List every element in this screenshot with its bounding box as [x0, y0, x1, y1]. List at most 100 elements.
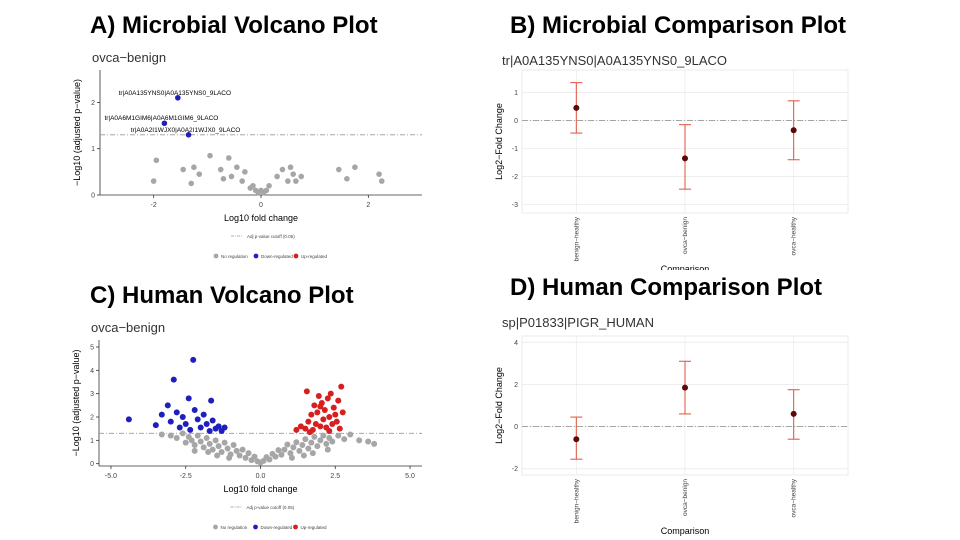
data-point — [287, 450, 294, 457]
data-point — [573, 436, 580, 443]
data-point — [180, 166, 186, 173]
data-point — [194, 416, 201, 423]
data-point — [309, 450, 316, 457]
data-point — [352, 164, 358, 171]
data-point — [320, 416, 327, 423]
legend-key — [213, 524, 218, 530]
data-point — [176, 424, 183, 431]
data-point — [194, 432, 201, 439]
x-tick-label: 2 — [366, 202, 370, 209]
data-point — [203, 435, 210, 441]
data-point — [293, 426, 300, 433]
legend-key — [213, 253, 219, 259]
data-point — [221, 439, 228, 446]
data-point — [182, 439, 189, 446]
y-tick-label: 1 — [90, 438, 94, 445]
data-point — [317, 423, 324, 430]
comparison-plot-human: sp|P01833|PIGR_HUMAN -2 0 2 4 benign−healthy o… — [494, 315, 849, 536]
data-point — [317, 403, 324, 410]
x-axis-label: Log10 fold change — [223, 484, 297, 494]
data-point — [296, 447, 303, 454]
data-point — [191, 164, 197, 171]
y-tick-label: 3 — [90, 391, 94, 398]
data-point — [324, 395, 331, 402]
data-point — [263, 187, 270, 194]
data-point — [208, 397, 215, 404]
data-point — [179, 414, 186, 420]
data-point — [285, 178, 291, 184]
data-point — [245, 450, 252, 457]
data-point — [188, 437, 195, 444]
panel-a-title: A) Microbial Volcano Plot — [90, 12, 378, 39]
data-point — [209, 446, 216, 453]
data-point — [324, 446, 331, 453]
data-point — [205, 449, 212, 455]
panel-b: B) Microbial Comparison Plot tr|A0A135YN… — [480, 0, 960, 270]
data-point — [191, 442, 198, 448]
data-point — [376, 171, 382, 177]
data-point — [335, 397, 342, 404]
y-tick-label: 0 — [514, 424, 518, 431]
data-point — [206, 440, 213, 447]
y-tick-label: 4 — [514, 340, 518, 347]
panel-a: A) Microbial Volcano Plot ovca−benign -2 0… — [0, 0, 480, 270]
data-point — [344, 175, 350, 182]
data-point — [215, 443, 222, 450]
data-point — [284, 441, 291, 448]
legend-label: No regulation — [221, 254, 248, 259]
x-tick-label: ovca−benign — [682, 479, 689, 516]
y-tick-label: 2 — [514, 382, 518, 389]
volcano-plot-human: ovca−benign -5.0 -2.5 0.0 2.5 5.0 0 1 2 3 4 5 Log10 … — [71, 320, 422, 530]
point-annotation: tr|A0A2I1WJX0|A0A2I1WJX0_9LACO — [131, 127, 241, 134]
data-point — [272, 453, 279, 460]
data-point — [335, 432, 342, 439]
data-point — [274, 173, 280, 180]
data-point — [228, 173, 235, 180]
data-point — [332, 411, 339, 418]
data-point — [164, 402, 171, 409]
data-point — [371, 440, 378, 447]
data-point — [150, 178, 157, 184]
y-tick-label: 2 — [91, 100, 95, 107]
legend-key — [293, 253, 299, 259]
y-tick-label: 0 — [90, 461, 94, 468]
panel-c-title: C) Human Volcano Plot — [90, 282, 354, 309]
data-point — [356, 437, 363, 444]
data-point — [317, 437, 324, 444]
data-point — [329, 421, 336, 427]
data-point — [233, 447, 240, 454]
data-point — [682, 155, 688, 162]
data-point — [153, 157, 160, 164]
panel-d-title: D) Human Comparison Plot — [510, 274, 823, 301]
data-point — [336, 425, 343, 432]
data-point — [365, 438, 372, 445]
y-tick-label: -1 — [512, 146, 518, 153]
data-point — [236, 452, 243, 459]
data-point — [185, 132, 192, 138]
data-point — [209, 417, 216, 424]
x-tick-label: -5.0 — [105, 473, 117, 480]
data-point — [200, 444, 207, 451]
data-point — [191, 447, 198, 454]
legend-key — [293, 524, 298, 530]
data-point — [191, 407, 198, 413]
data-point — [187, 426, 194, 433]
plot-subtitle: tr|A0A135YNS0|A0A135YNS0_9LACO — [502, 53, 727, 68]
y-tick-label: -2 — [512, 466, 518, 473]
data-point — [275, 447, 282, 454]
panel-d: D) Human Comparison Plot sp|P01833|PIGR_… — [480, 270, 960, 540]
data-point — [173, 409, 180, 416]
legend-label: Down-regulated — [261, 525, 293, 530]
data-point — [279, 166, 286, 173]
data-point — [293, 439, 300, 446]
data-point — [203, 421, 210, 427]
data-point — [167, 418, 174, 425]
data-point — [218, 449, 225, 455]
data-point — [226, 454, 233, 461]
data-point — [230, 442, 237, 448]
y-tick-label: -3 — [512, 202, 518, 209]
data-point — [214, 452, 221, 459]
data-point — [197, 424, 204, 431]
x-tick-label: 0 — [259, 202, 263, 209]
data-point — [224, 445, 231, 452]
